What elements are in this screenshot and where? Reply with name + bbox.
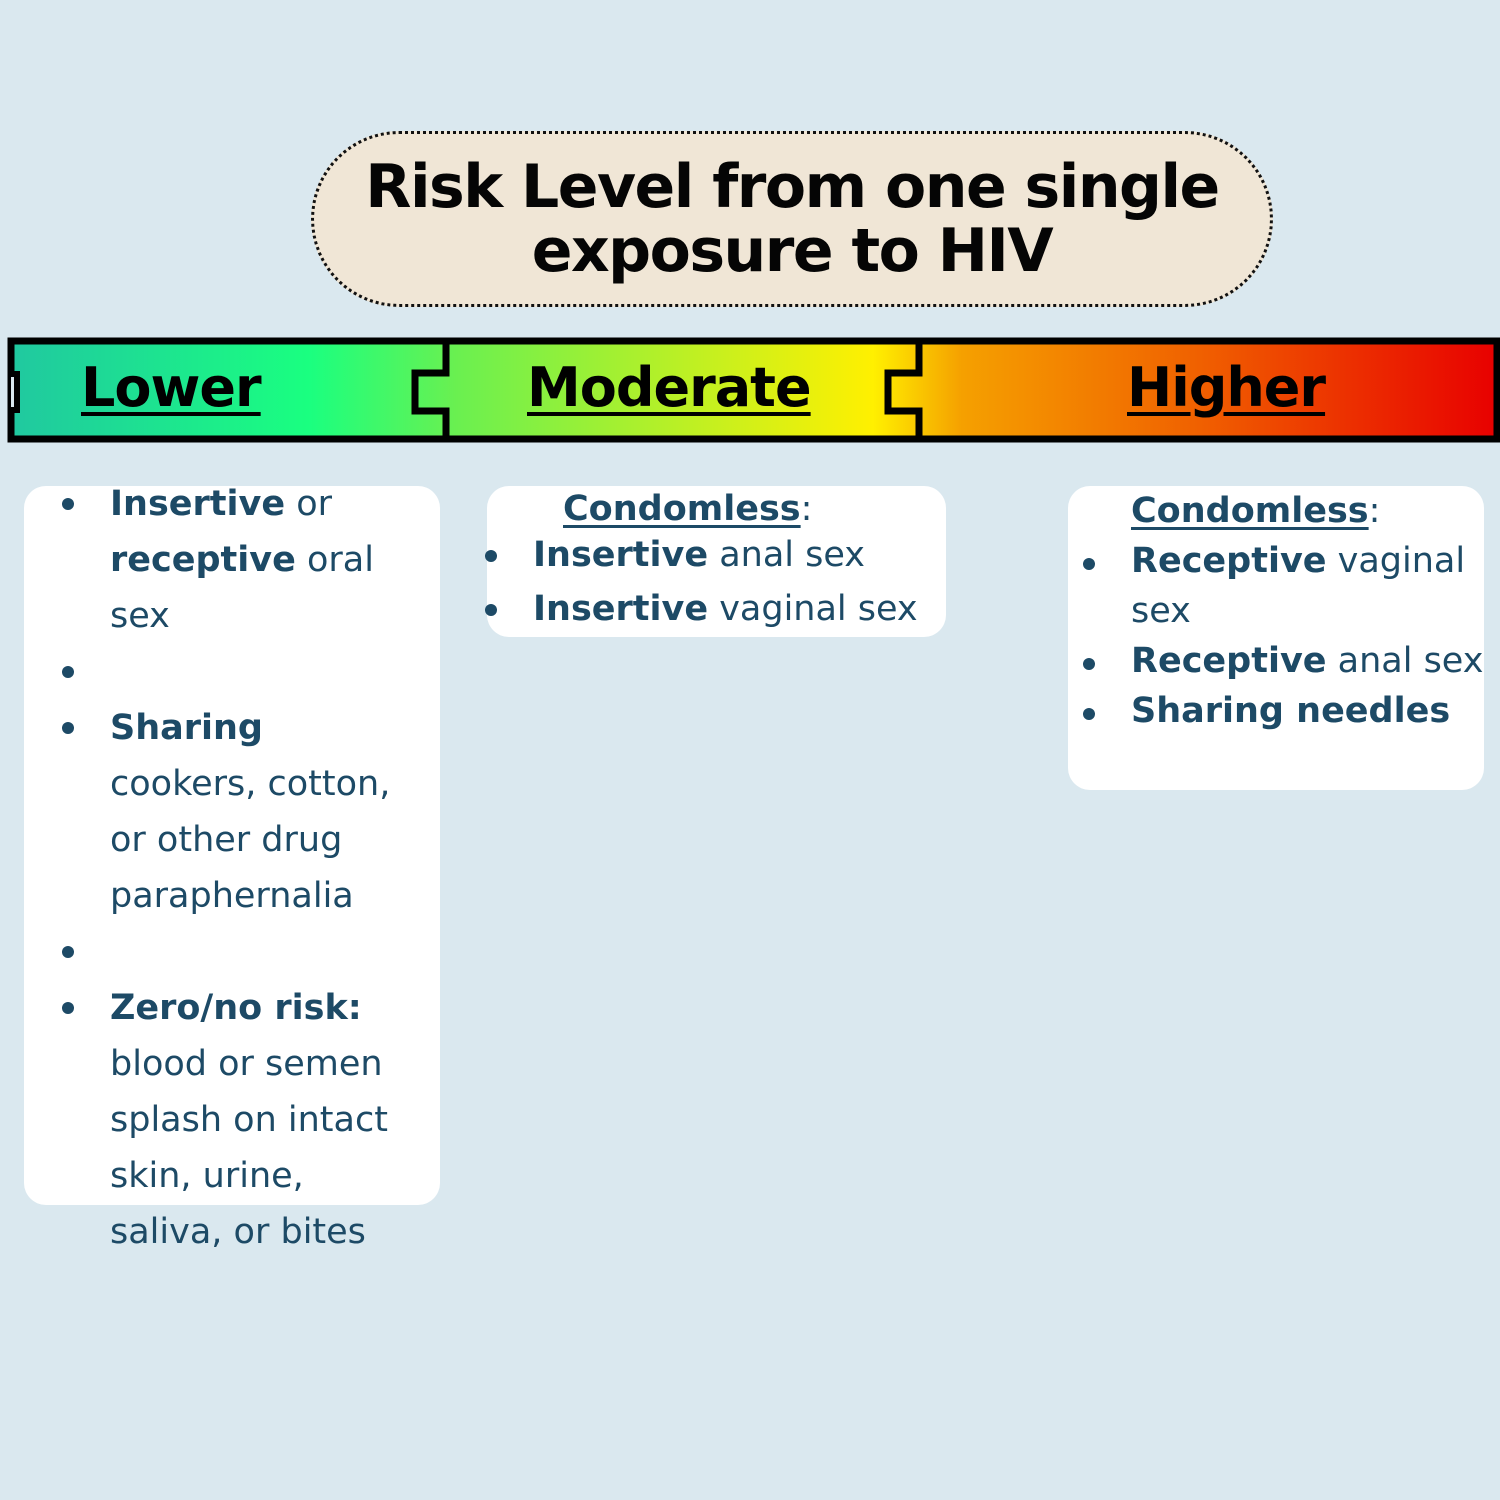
higher-heading: Condomless: xyxy=(1068,486,1484,536)
item-bold: Insertive xyxy=(533,589,709,629)
item-bold: Insertive xyxy=(533,535,709,575)
item-text: vaginal sex xyxy=(1131,541,1466,631)
item-bold: Zero/no risk: xyxy=(110,988,362,1028)
level-lower: Lower xyxy=(81,356,262,419)
heading-text: Condomless xyxy=(1131,491,1369,531)
title-line-1: Risk Level from one single xyxy=(365,152,1220,222)
level-higher: Higher xyxy=(1127,356,1326,419)
divider-moderate-higher xyxy=(884,341,923,439)
lower-risk-card: Insertive or receptive oral sex Sharing … xyxy=(24,484,440,1252)
item-bold: receptive xyxy=(110,540,296,580)
spacer xyxy=(46,924,440,980)
list-item: Zero/no risk: blood or semen splash on i… xyxy=(46,980,440,1260)
heading-colon: : xyxy=(800,489,813,529)
item-bold: Sharing xyxy=(110,708,263,748)
higher-risk-card: Condomless: Receptive vaginal sex Recept… xyxy=(1068,486,1484,790)
list-item: Receptive anal sex xyxy=(1067,636,1484,686)
item-text: anal sex xyxy=(708,535,865,575)
risk-scale-bar xyxy=(0,336,1500,444)
item-text: cookers, cotton, or other drug paraphern… xyxy=(110,764,391,916)
level-moderate: Moderate xyxy=(527,356,812,419)
title-banner: Risk Level from one single exposure to H… xyxy=(311,131,1273,307)
moderate-heading: Condomless: xyxy=(487,482,946,536)
list-item: Insertive or receptive oral sex xyxy=(46,476,440,644)
item-bold: Receptive xyxy=(1131,541,1327,581)
risk-gradient-graphic xyxy=(7,337,1500,443)
item-text: vaginal sex xyxy=(708,589,918,629)
heading-colon: : xyxy=(1368,491,1381,531)
heading-text: Condomless xyxy=(563,489,801,529)
moderate-risk-card: Condomless: Insertive anal sex Insertive… xyxy=(485,486,946,637)
list-item: Receptive vaginal sex xyxy=(1067,536,1484,636)
list-item: Sharing cookers, cotton, or other drug p… xyxy=(46,700,440,924)
item-text: or xyxy=(285,484,332,524)
item-bold: Receptive xyxy=(1131,641,1327,681)
list-item: Insertive anal sex xyxy=(469,528,946,582)
divider-lower-moderate xyxy=(411,341,450,439)
left-notch xyxy=(11,371,20,413)
item-text: oral sex xyxy=(110,540,374,636)
item-bold: Sharing needles xyxy=(1131,691,1451,731)
title-line-2: exposure to HIV xyxy=(531,216,1054,286)
page-title: Risk Level from one single exposure to H… xyxy=(365,152,1220,286)
item-text: blood or semen splash on intact skin, ur… xyxy=(110,1044,388,1252)
item-bold: Insertive xyxy=(110,484,286,524)
spacer xyxy=(46,644,440,700)
list-item: Sharing needles xyxy=(1067,686,1484,736)
item-text: anal sex xyxy=(1326,641,1484,681)
list-item: Insertive vaginal sex xyxy=(469,582,946,636)
